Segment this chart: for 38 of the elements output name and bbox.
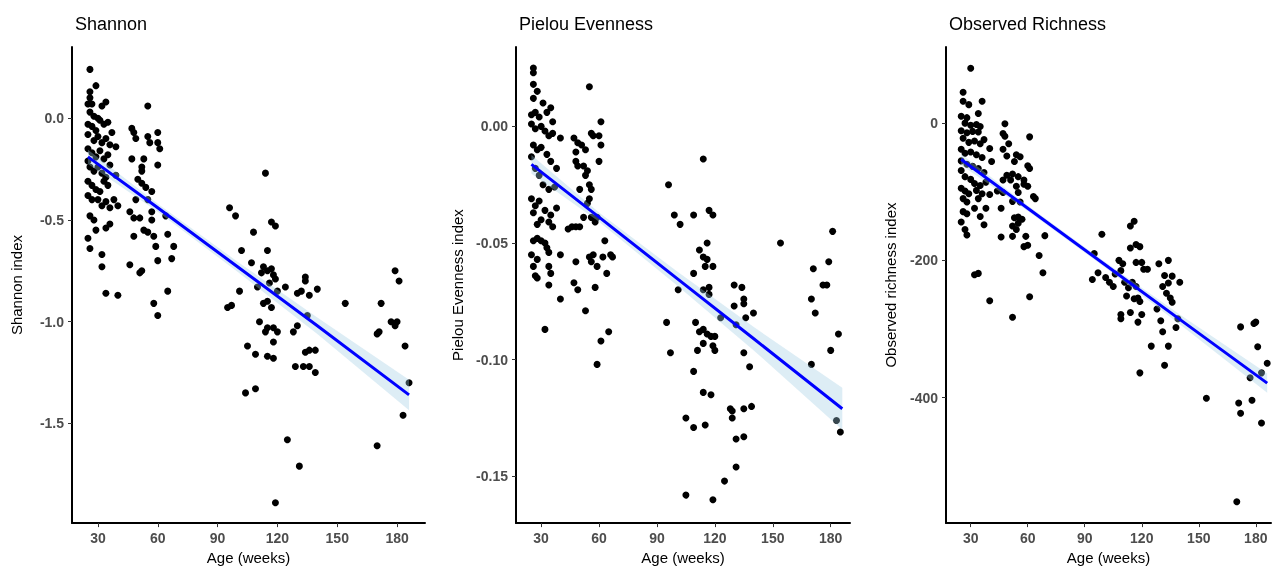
y-tick-label: 0	[930, 115, 939, 132]
x-tick-label: 30	[962, 530, 979, 547]
x-tick-label: 30	[90, 530, 106, 547]
chart-title: Shannon	[75, 14, 148, 34]
y-tick-label: -1.5	[39, 415, 65, 432]
x-tick-label: 90	[1076, 530, 1093, 547]
y-tick-label: -0.15	[476, 468, 509, 485]
x-tick-label: 90	[649, 530, 665, 547]
y-tick-label: -400	[909, 389, 939, 406]
x-tick-label: 60	[591, 530, 608, 547]
y-tick-label: 0.0	[44, 110, 65, 127]
x-tick-label: 30	[533, 530, 550, 547]
x-tick-label: 60	[1019, 530, 1036, 547]
x-axis-title: Age (weeks)	[1066, 549, 1151, 566]
x-axis-title: Age (weeks)	[641, 549, 725, 566]
x-tick-label: 180	[385, 530, 409, 547]
y-tick-label: -1.0	[39, 313, 65, 330]
x-tick-label: 120	[1130, 530, 1154, 547]
y-tick-label: 0.00	[480, 118, 509, 135]
x-axis-title: Age (weeks)	[206, 549, 291, 566]
y-axis-title: Observed richness index	[882, 202, 899, 368]
x-tick-label: 90	[209, 530, 226, 547]
y-tick-label: -0.10	[476, 351, 509, 368]
x-tick-label: 120	[265, 530, 290, 547]
y-axis-title: Shannon index	[8, 234, 25, 336]
x-tick-label: 60	[149, 530, 166, 547]
x-tick-label: 150	[1187, 530, 1211, 547]
y-tick-label: -0.05	[476, 235, 509, 252]
y-tick-label: -200	[909, 252, 939, 269]
x-tick-label: 150	[761, 530, 785, 547]
x-tick-label: 150	[325, 530, 350, 547]
x-tick-label: 180	[1244, 530, 1268, 547]
y-tick-label: -0.5	[39, 211, 65, 228]
chart-title: Pielou Evenness	[519, 14, 654, 34]
chart-title: Observed Richness	[949, 14, 1107, 34]
x-tick-label: 180	[819, 530, 843, 547]
y-axis-title: Pielou Evenness index	[449, 208, 467, 361]
x-tick-label: 120	[703, 530, 727, 547]
